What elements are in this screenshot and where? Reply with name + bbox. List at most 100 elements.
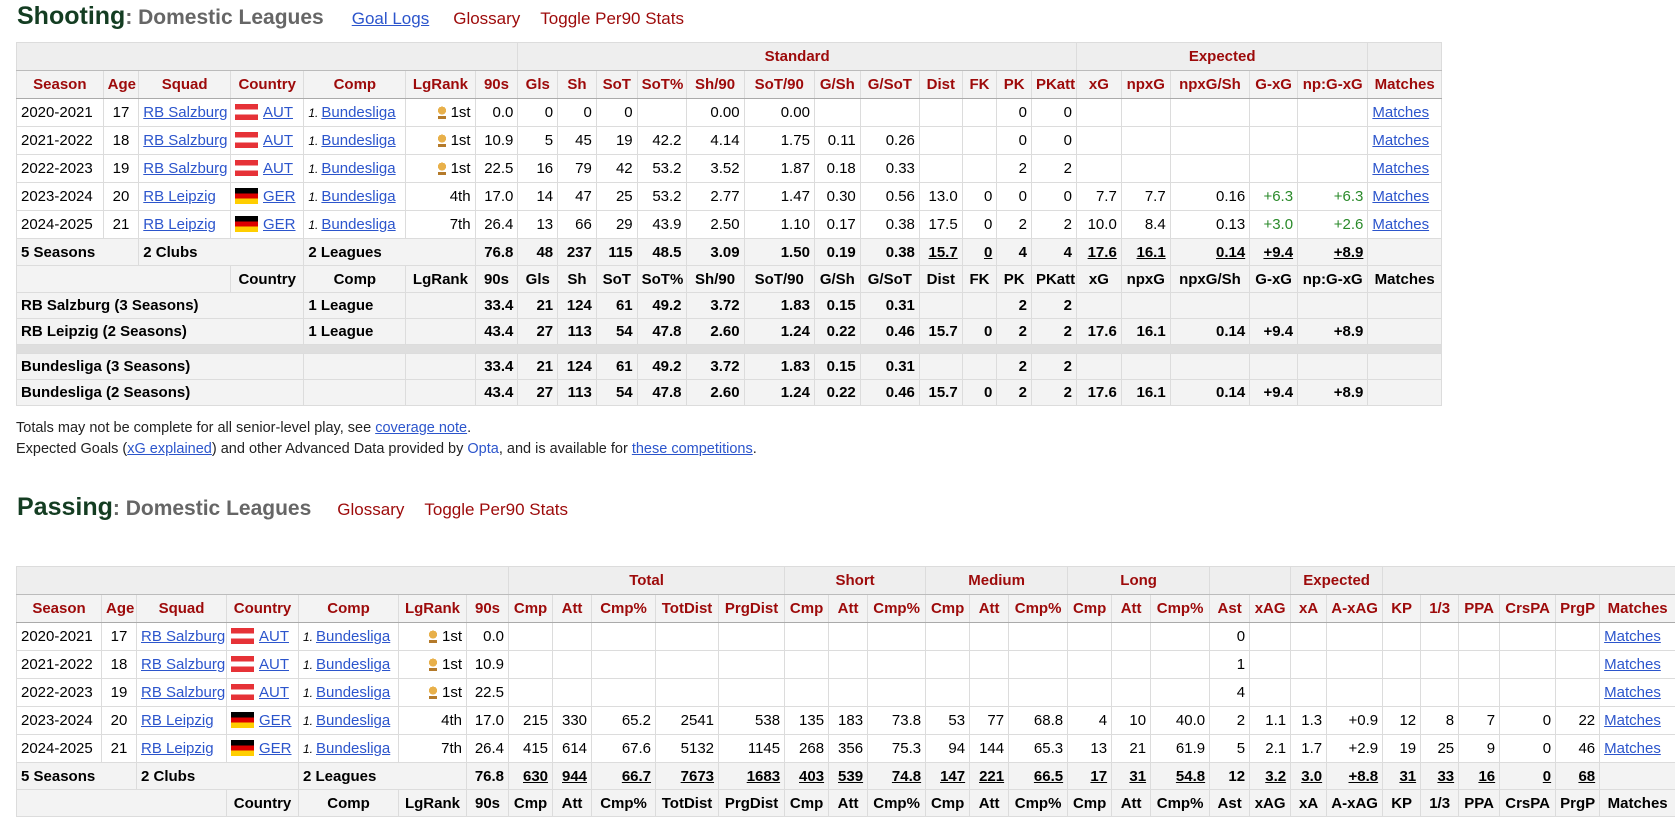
- header-ppa[interactable]: PPA: [1458, 594, 1501, 623]
- total-stat-value[interactable]: 17: [1090, 767, 1108, 785]
- total-stat-value[interactable]: 66.5: [1033, 767, 1064, 785]
- header-xa[interactable]: xA: [1290, 594, 1328, 623]
- repeat-header-matches[interactable]: Matches: [1599, 789, 1675, 817]
- repeat-header-kp[interactable]: KP: [1382, 789, 1422, 817]
- header-dist[interactable]: Dist: [918, 70, 963, 99]
- header-age[interactable]: Age: [101, 594, 137, 623]
- header-cmp[interactable]: Cmp%: [591, 594, 657, 623]
- total-stat-value[interactable]: 147: [940, 767, 966, 785]
- header-npxg[interactable]: npxG: [1120, 70, 1171, 99]
- header-sot[interactable]: SoT%: [636, 70, 687, 99]
- country-link[interactable]: GER: [263, 216, 296, 233]
- total-stat-value[interactable]: 630: [523, 767, 549, 785]
- comp-link[interactable]: Bundesliga: [321, 132, 396, 149]
- comp-link[interactable]: Bundesliga: [316, 684, 391, 701]
- repeat-header-cmp[interactable]: Cmp: [508, 789, 554, 817]
- total-stat-value[interactable]: 944: [562, 767, 588, 785]
- squad-link[interactable]: RB Salzburg: [141, 656, 226, 673]
- total-stat-value[interactable]: 68: [1578, 767, 1596, 785]
- repeat-header-npxg[interactable]: npxG: [1120, 265, 1171, 293]
- header-np-g-xg[interactable]: np:G-xG: [1297, 70, 1369, 99]
- matches-link[interactable]: Matches: [1604, 628, 1661, 645]
- total-stat-value[interactable]: 31: [1399, 767, 1417, 785]
- squad-link[interactable]: RB Leipzig: [143, 188, 216, 205]
- header-sh-90[interactable]: Sh/90: [685, 70, 745, 99]
- header-comp[interactable]: Comp: [303, 70, 407, 99]
- header-cmp[interactable]: Cmp%: [867, 594, 927, 623]
- repeat-header-pk[interactable]: PK: [996, 265, 1032, 293]
- passing-glossary-link[interactable]: Glossary: [337, 500, 405, 519]
- repeat-header-1-3[interactable]: 1/3: [1420, 789, 1460, 817]
- country-link[interactable]: AUT: [263, 160, 293, 177]
- header-sot-90[interactable]: SoT/90: [743, 70, 815, 99]
- total-stat-value[interactable]: 0.14: [1215, 243, 1246, 261]
- header-xg[interactable]: xG: [1075, 70, 1122, 99]
- total-stat-value[interactable]: 0: [983, 243, 993, 261]
- total-stat-value[interactable]: 3.0: [1301, 767, 1323, 785]
- goal-logs-link[interactable]: Goal Logs: [351, 9, 430, 28]
- repeat-header-g-sh[interactable]: G/Sh: [813, 265, 861, 293]
- repeat-header-totdist[interactable]: TotDist: [655, 789, 720, 817]
- header-matches[interactable]: Matches: [1599, 594, 1675, 623]
- total-stat-value[interactable]: 33: [1437, 767, 1455, 785]
- header-lgrank[interactable]: LgRank: [405, 70, 476, 99]
- repeat-header-comp[interactable]: Comp: [298, 789, 399, 817]
- total-stat-value[interactable]: 3.2: [1265, 767, 1287, 785]
- repeat-header-cmp[interactable]: Cmp%: [1150, 789, 1211, 817]
- squad-link[interactable]: RB Salzburg: [143, 160, 228, 177]
- matches-link[interactable]: Matches: [1604, 684, 1661, 701]
- shooting-toggle-per90-link[interactable]: Toggle Per90 Stats: [540, 9, 684, 28]
- squad-link[interactable]: RB Salzburg: [141, 684, 226, 701]
- opta-link[interactable]: Opta: [467, 441, 499, 457]
- these-competitions-link[interactable]: these competitions: [631, 441, 753, 457]
- header-sh[interactable]: Sh: [557, 70, 597, 99]
- country-link[interactable]: AUT: [259, 684, 289, 701]
- comp-link[interactable]: Bundesliga: [321, 160, 396, 177]
- repeat-header-sot[interactable]: SoT%: [636, 265, 687, 293]
- header-att[interactable]: Att: [1111, 594, 1152, 623]
- total-stat-value[interactable]: +9.4: [1263, 243, 1294, 261]
- comp-link[interactable]: Bundesliga: [316, 740, 391, 757]
- country-link[interactable]: GER: [259, 740, 292, 757]
- total-stat-value[interactable]: 16: [1478, 767, 1496, 785]
- header-age[interactable]: Age: [102, 70, 140, 99]
- total-stat-value[interactable]: 74.8: [891, 767, 922, 785]
- header-xag[interactable]: xAG: [1249, 594, 1292, 623]
- header-kp[interactable]: KP: [1382, 594, 1422, 623]
- header-ast[interactable]: Ast: [1209, 594, 1251, 623]
- repeat-header-comp[interactable]: Comp: [303, 265, 407, 293]
- total-stat-value[interactable]: +8.9: [1333, 243, 1364, 261]
- repeat-header-country[interactable]: Country: [229, 265, 305, 293]
- header-comp[interactable]: Comp: [298, 594, 399, 623]
- header-sot[interactable]: SoT: [595, 70, 638, 99]
- shooting-glossary-link[interactable]: Glossary: [453, 9, 521, 28]
- matches-link[interactable]: Matches: [1604, 712, 1661, 729]
- header-country[interactable]: Country: [229, 70, 305, 99]
- country-link[interactable]: AUT: [259, 628, 289, 645]
- repeat-header-prgp[interactable]: PrgP: [1555, 789, 1601, 817]
- repeat-header-prgdist[interactable]: PrgDist: [718, 789, 786, 817]
- header-squad[interactable]: Squad: [138, 70, 231, 99]
- repeat-header-sot[interactable]: SoT: [595, 265, 638, 293]
- header-pkatt[interactable]: PKatt: [1030, 70, 1077, 99]
- repeat-header-cmp[interactable]: Cmp%: [867, 789, 927, 817]
- total-stat-value[interactable]: 1683: [746, 767, 781, 785]
- xg-explained-link[interactable]: xG explained: [127, 441, 212, 457]
- passing-toggle-per90-link[interactable]: Toggle Per90 Stats: [424, 500, 569, 519]
- repeat-header-gls[interactable]: Gls: [517, 265, 559, 293]
- total-stat-value[interactable]: 0: [1542, 767, 1552, 785]
- header-crspa[interactable]: CrsPA: [1499, 594, 1557, 623]
- header-pk[interactable]: PK: [996, 70, 1032, 99]
- header-lgrank[interactable]: LgRank: [398, 594, 467, 623]
- header-cmp[interactable]: Cmp: [925, 594, 971, 623]
- header-90s[interactable]: 90s: [465, 594, 510, 623]
- header-g-xg[interactable]: G-xG: [1249, 70, 1299, 99]
- total-stat-value[interactable]: 403: [799, 767, 825, 785]
- repeat-header-pkatt[interactable]: PKatt: [1030, 265, 1077, 293]
- repeat-header-matches[interactable]: Matches: [1367, 265, 1442, 293]
- header-g-sot[interactable]: G/SoT: [859, 70, 920, 99]
- repeat-header-npxg-sh[interactable]: npxG/Sh: [1169, 265, 1251, 293]
- comp-link[interactable]: Bundesliga: [316, 628, 391, 645]
- header-cmp[interactable]: Cmp%: [1008, 594, 1069, 623]
- matches-link[interactable]: Matches: [1372, 216, 1430, 233]
